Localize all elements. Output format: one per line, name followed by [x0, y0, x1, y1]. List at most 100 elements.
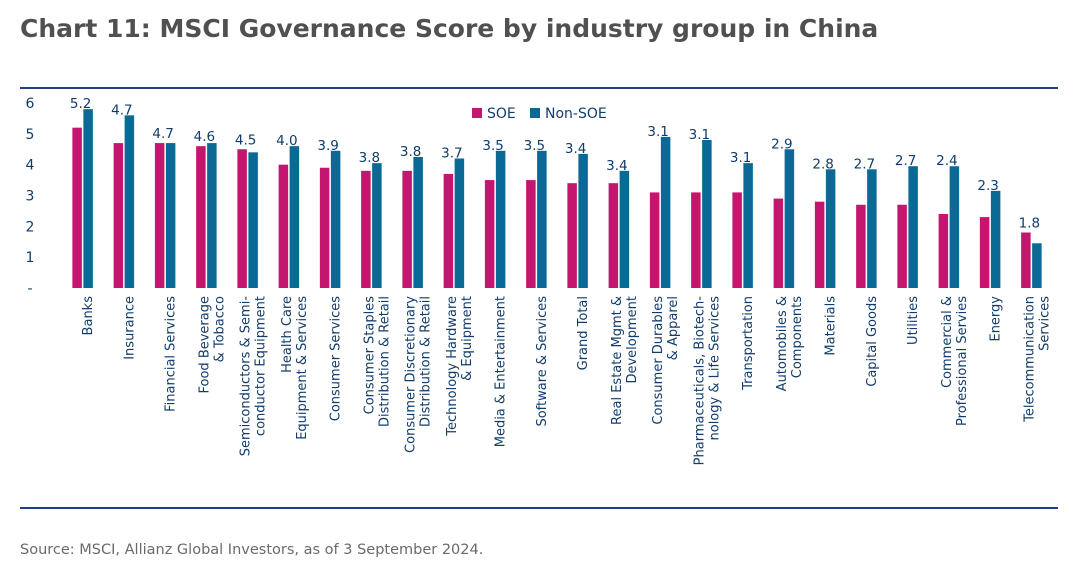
x-category-line: Pharmaceuticals, Biotech-	[692, 296, 707, 466]
y-tick-label: 3	[26, 189, 35, 205]
value-label: 1.8	[1019, 216, 1040, 232]
x-category-line: Capital Goods	[865, 296, 880, 387]
x-category-line: Consumer Durables	[651, 296, 666, 425]
x-category-label: Consumer Services	[329, 296, 344, 421]
bar-non-soe	[537, 150, 547, 288]
x-category-line: Materials	[824, 296, 839, 356]
bar-soe	[237, 149, 247, 288]
value-label: 2.3	[977, 178, 998, 194]
legend-label-soe: SOE	[487, 106, 516, 122]
x-category-line: & Apparel	[666, 296, 681, 360]
x-category-line: Distribution & Retail	[377, 296, 392, 427]
bar-non-soe	[949, 166, 960, 288]
bar-soe	[938, 214, 949, 288]
y-tick-label: 6	[26, 96, 35, 112]
x-category-label: Materials	[824, 296, 839, 356]
bar-non-soe	[1032, 243, 1042, 288]
bar-soe	[154, 143, 165, 288]
value-label: 3.8	[359, 150, 380, 166]
x-category-line: Insurance	[122, 296, 137, 360]
x-category-line: Consumer Services	[329, 296, 344, 421]
x-category-label: Consumer Durables & Apparel	[651, 296, 681, 425]
x-category-line: Software & Services	[535, 296, 550, 427]
x-category-line: Components	[790, 296, 805, 378]
x-category-label: Banks	[81, 296, 96, 336]
bar-non-soe	[165, 143, 176, 288]
bar-soe	[732, 192, 742, 288]
bar-soe	[526, 180, 536, 288]
bar-non-soe	[83, 109, 93, 289]
x-category-label: Utilities	[906, 296, 921, 345]
x-category-line: Consumer Staples	[362, 296, 377, 415]
bars-group	[72, 109, 1042, 289]
x-category-label: Media & Entertainment	[494, 296, 509, 447]
value-label: 4.7	[111, 102, 132, 118]
y-tick-label: 4	[26, 158, 35, 174]
x-category-label: Real Estate Mgmt & Development	[610, 296, 640, 425]
bar-non-soe	[660, 136, 671, 288]
bar-soe	[402, 170, 412, 288]
x-category-label: Automobiles & Components	[775, 296, 805, 392]
bar-non-soe	[207, 143, 217, 288]
x-category-label: Grand Total	[576, 296, 591, 370]
bar-soe	[113, 143, 124, 288]
x-category-label: Food Beverage & Tobacco	[197, 296, 227, 394]
bar-soe	[649, 192, 660, 288]
bar-non-soe	[124, 115, 135, 288]
x-category-label: Capital Goods	[865, 296, 880, 387]
value-label: 2.4	[936, 153, 957, 169]
bar-non-soe	[908, 166, 918, 288]
value-label: 2.8	[812, 156, 833, 172]
x-category-line: Energy	[989, 296, 1004, 342]
x-category-label: Energy	[989, 296, 1004, 342]
legend: SOE Non-SOE	[472, 106, 607, 122]
x-category-label: Technology Hardware & Equipment	[445, 296, 475, 437]
x-category-line: & Equipment	[460, 296, 475, 381]
bar-soe	[897, 204, 907, 288]
x-category-line: Commercial &	[940, 296, 955, 388]
x-category-line: & Tobacco	[212, 296, 227, 362]
value-label: 4.0	[276, 133, 297, 149]
value-label: 3.4	[606, 158, 627, 174]
bar-soe	[443, 173, 454, 288]
bar-non-soe	[495, 150, 506, 288]
x-category-line: Real Estate Mgmt &	[610, 296, 625, 425]
x-category-label: Commercial & Professional Servies	[940, 296, 970, 426]
value-label: 3.5	[524, 138, 545, 154]
value-labels-group: 5.2 4.7 4.7 4.6 4.5 4.0 3.9 3.8 3.8 3.7 3.5 3.5 3.4 3…	[70, 96, 1040, 231]
bar-non-soe	[372, 163, 382, 288]
value-label: 3.4	[565, 141, 586, 157]
legend-swatch-soe	[472, 108, 482, 118]
value-label: 3.7	[441, 146, 462, 162]
bar-non-soe	[825, 169, 836, 288]
bar-non-soe	[330, 150, 341, 288]
bar-non-soe	[454, 158, 465, 288]
value-label: 5.2	[70, 96, 91, 112]
bar-soe	[278, 164, 289, 288]
bar-non-soe	[289, 146, 300, 288]
x-category-line: Banks	[81, 296, 96, 336]
y-axis: - 1 2 3 4 5 6	[26, 96, 35, 297]
x-category-line: Equipment & Services	[295, 296, 310, 440]
x-category-label: Pharmaceuticals, Biotech-nology & Life S…	[692, 296, 722, 466]
bar-soe	[72, 127, 82, 289]
bar-soe	[196, 146, 206, 288]
legend-label-non-soe: Non-SOE	[545, 106, 607, 122]
value-label: 3.8	[400, 144, 421, 160]
y-tick-label: 5	[26, 127, 35, 143]
x-category-label: Health Care Equipment & Services	[280, 296, 310, 440]
x-category-line: Media & Entertainment	[494, 296, 509, 447]
x-category-line: conductor Equipment	[254, 296, 269, 436]
bar-non-soe	[784, 149, 795, 288]
value-label: 3.1	[730, 150, 751, 166]
bar-soe	[1021, 232, 1031, 288]
bar-soe	[567, 183, 577, 288]
x-category-line: Utilities	[906, 296, 921, 345]
y-tick-label: 2	[26, 219, 35, 235]
bar-non-soe	[702, 140, 712, 288]
bar-soe	[773, 198, 784, 288]
x-category-line: Services	[1037, 296, 1052, 351]
bar-non-soe	[867, 169, 877, 288]
value-label: 2.9	[771, 136, 792, 152]
value-label: 3.1	[689, 127, 710, 143]
